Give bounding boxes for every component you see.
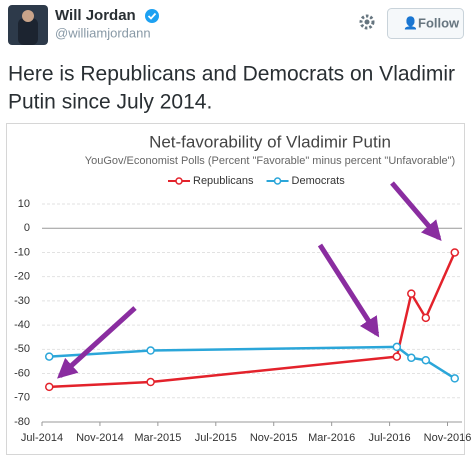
y-tick-label: -20 (14, 271, 30, 283)
series-line (49, 251, 456, 389)
tweet-text: Here is Republicans and Democrats on Vla… (8, 63, 455, 86)
x-tick-label: Nov-2015 (250, 432, 298, 444)
follow-label: Follow (418, 15, 460, 30)
chart-title: Net-favorability of Vladimir Putin (149, 132, 391, 151)
data-point (392, 342, 402, 352)
legend-label: Republicans (193, 175, 254, 187)
y-tick-label: -70 (14, 392, 30, 404)
x-tick-label: Jul-2016 (368, 432, 410, 444)
data-point (392, 352, 402, 361)
settings-icon[interactable] (359, 14, 375, 30)
x-tick-label: Mar-2016 (308, 432, 355, 444)
series-line (49, 345, 456, 380)
y-tick-label: -80 (14, 416, 30, 428)
x-tick-label: Jul-2015 (195, 432, 237, 444)
follow-button[interactable] (387, 8, 464, 39)
y-tick-label: -60 (14, 367, 30, 379)
legend-label: Democrats (292, 175, 346, 187)
avatar-face (22, 10, 34, 22)
data-point (44, 382, 54, 392)
avatar-figure (18, 18, 38, 45)
data-point (407, 289, 416, 298)
chart-subtitle: YouGov/Economist Polls (Percent "Favorab… (85, 155, 455, 167)
data-point (146, 346, 155, 355)
data-point (450, 248, 460, 257)
plot: 10 0 -10 -20 -30 -40 -50 -60 -70 -80 Jul-2014 Nov-2… (14, 175, 471, 444)
y-tick-label: -40 (14, 319, 30, 331)
annotation-arrow (317, 243, 380, 338)
verified-check (147, 12, 157, 20)
user-handle[interactable]: @williamjordann (55, 25, 151, 40)
follow-icon: 👤 (403, 16, 418, 30)
annotation-arrow (390, 181, 442, 242)
x-tick-label: Nov-2014 (76, 432, 124, 444)
user-name[interactable]: Will Jordan (55, 7, 136, 24)
y-tick-label: -30 (14, 295, 30, 307)
y-tick-label: 0 (24, 222, 30, 234)
legend-marker (175, 177, 183, 185)
verified-badge (145, 9, 159, 23)
data-point (421, 313, 431, 323)
x-tick-label: Jul-2014 (21, 432, 63, 444)
tweet-text: Putin since July 2014. (8, 91, 212, 114)
chart-frame (6, 123, 465, 455)
data-point (44, 352, 54, 361)
x-tick-label: Nov-2016 (424, 432, 471, 444)
data-point (146, 377, 155, 387)
y-tick-label: 10 (18, 198, 30, 210)
legend-marker (273, 177, 282, 185)
annotation-arrow (57, 306, 137, 379)
gear (359, 14, 375, 30)
y-tick-label: -50 (14, 343, 30, 355)
y-tick-label: -10 (14, 246, 30, 258)
x-tick-label: Mar-2015 (134, 432, 181, 444)
data-point (450, 374, 460, 383)
data-point (407, 353, 416, 363)
gear-hub (364, 19, 370, 25)
data-point (421, 355, 431, 365)
